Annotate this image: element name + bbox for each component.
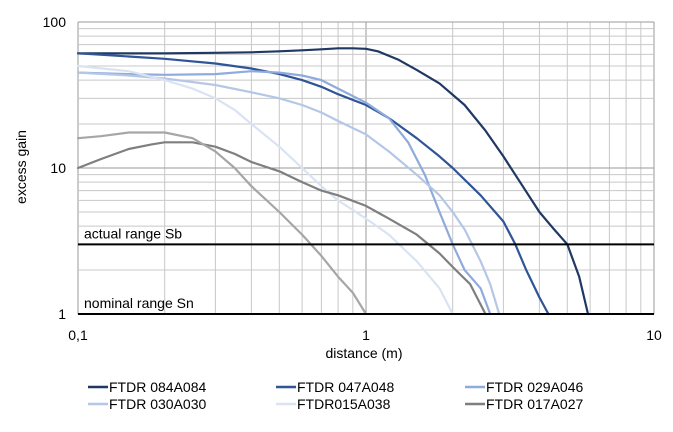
series-line-6 (76, 141, 487, 316)
legend-label: FTDR 017A027 (486, 396, 583, 412)
x-tick-label: 1 (362, 327, 370, 343)
y-tick-label: 10 (50, 160, 66, 176)
legend: FTDR 084A084 FTDR 047A048 FTDR 029A046FTDR… (88, 379, 583, 412)
legend-label: FTDR 029A046 (486, 379, 583, 395)
reference-line-label: nominal range Sn (84, 295, 194, 311)
reference-lines: actual range Sb nominal range Sn (78, 225, 654, 315)
reference-line-label: actual range Sb (84, 225, 182, 241)
y-axis-title: excess gain (13, 130, 29, 204)
series-lines (76, 47, 590, 316)
legend-label: FTDR 084A084 (109, 379, 206, 395)
series-line-1 (76, 47, 590, 316)
x-tick-label: 0,1 (68, 327, 88, 343)
series-line-3 (76, 70, 492, 316)
legend-label: FTDR 030A030 (109, 396, 206, 412)
series-line-5 (76, 64, 454, 316)
legend-label: FTDR 047A048 (297, 379, 394, 395)
series-line-2 (76, 52, 550, 316)
legend-label: FTDR015A038 (297, 396, 391, 412)
series-line-4 (76, 71, 501, 316)
series-line-7 (76, 131, 368, 316)
y-tick-label: 100 (43, 14, 67, 30)
x-tick-label: 10 (646, 327, 662, 343)
grid-lines (77, 21, 655, 315)
y-tick-label: 1 (58, 306, 66, 322)
x-axis-title: distance (m) (325, 345, 402, 361)
